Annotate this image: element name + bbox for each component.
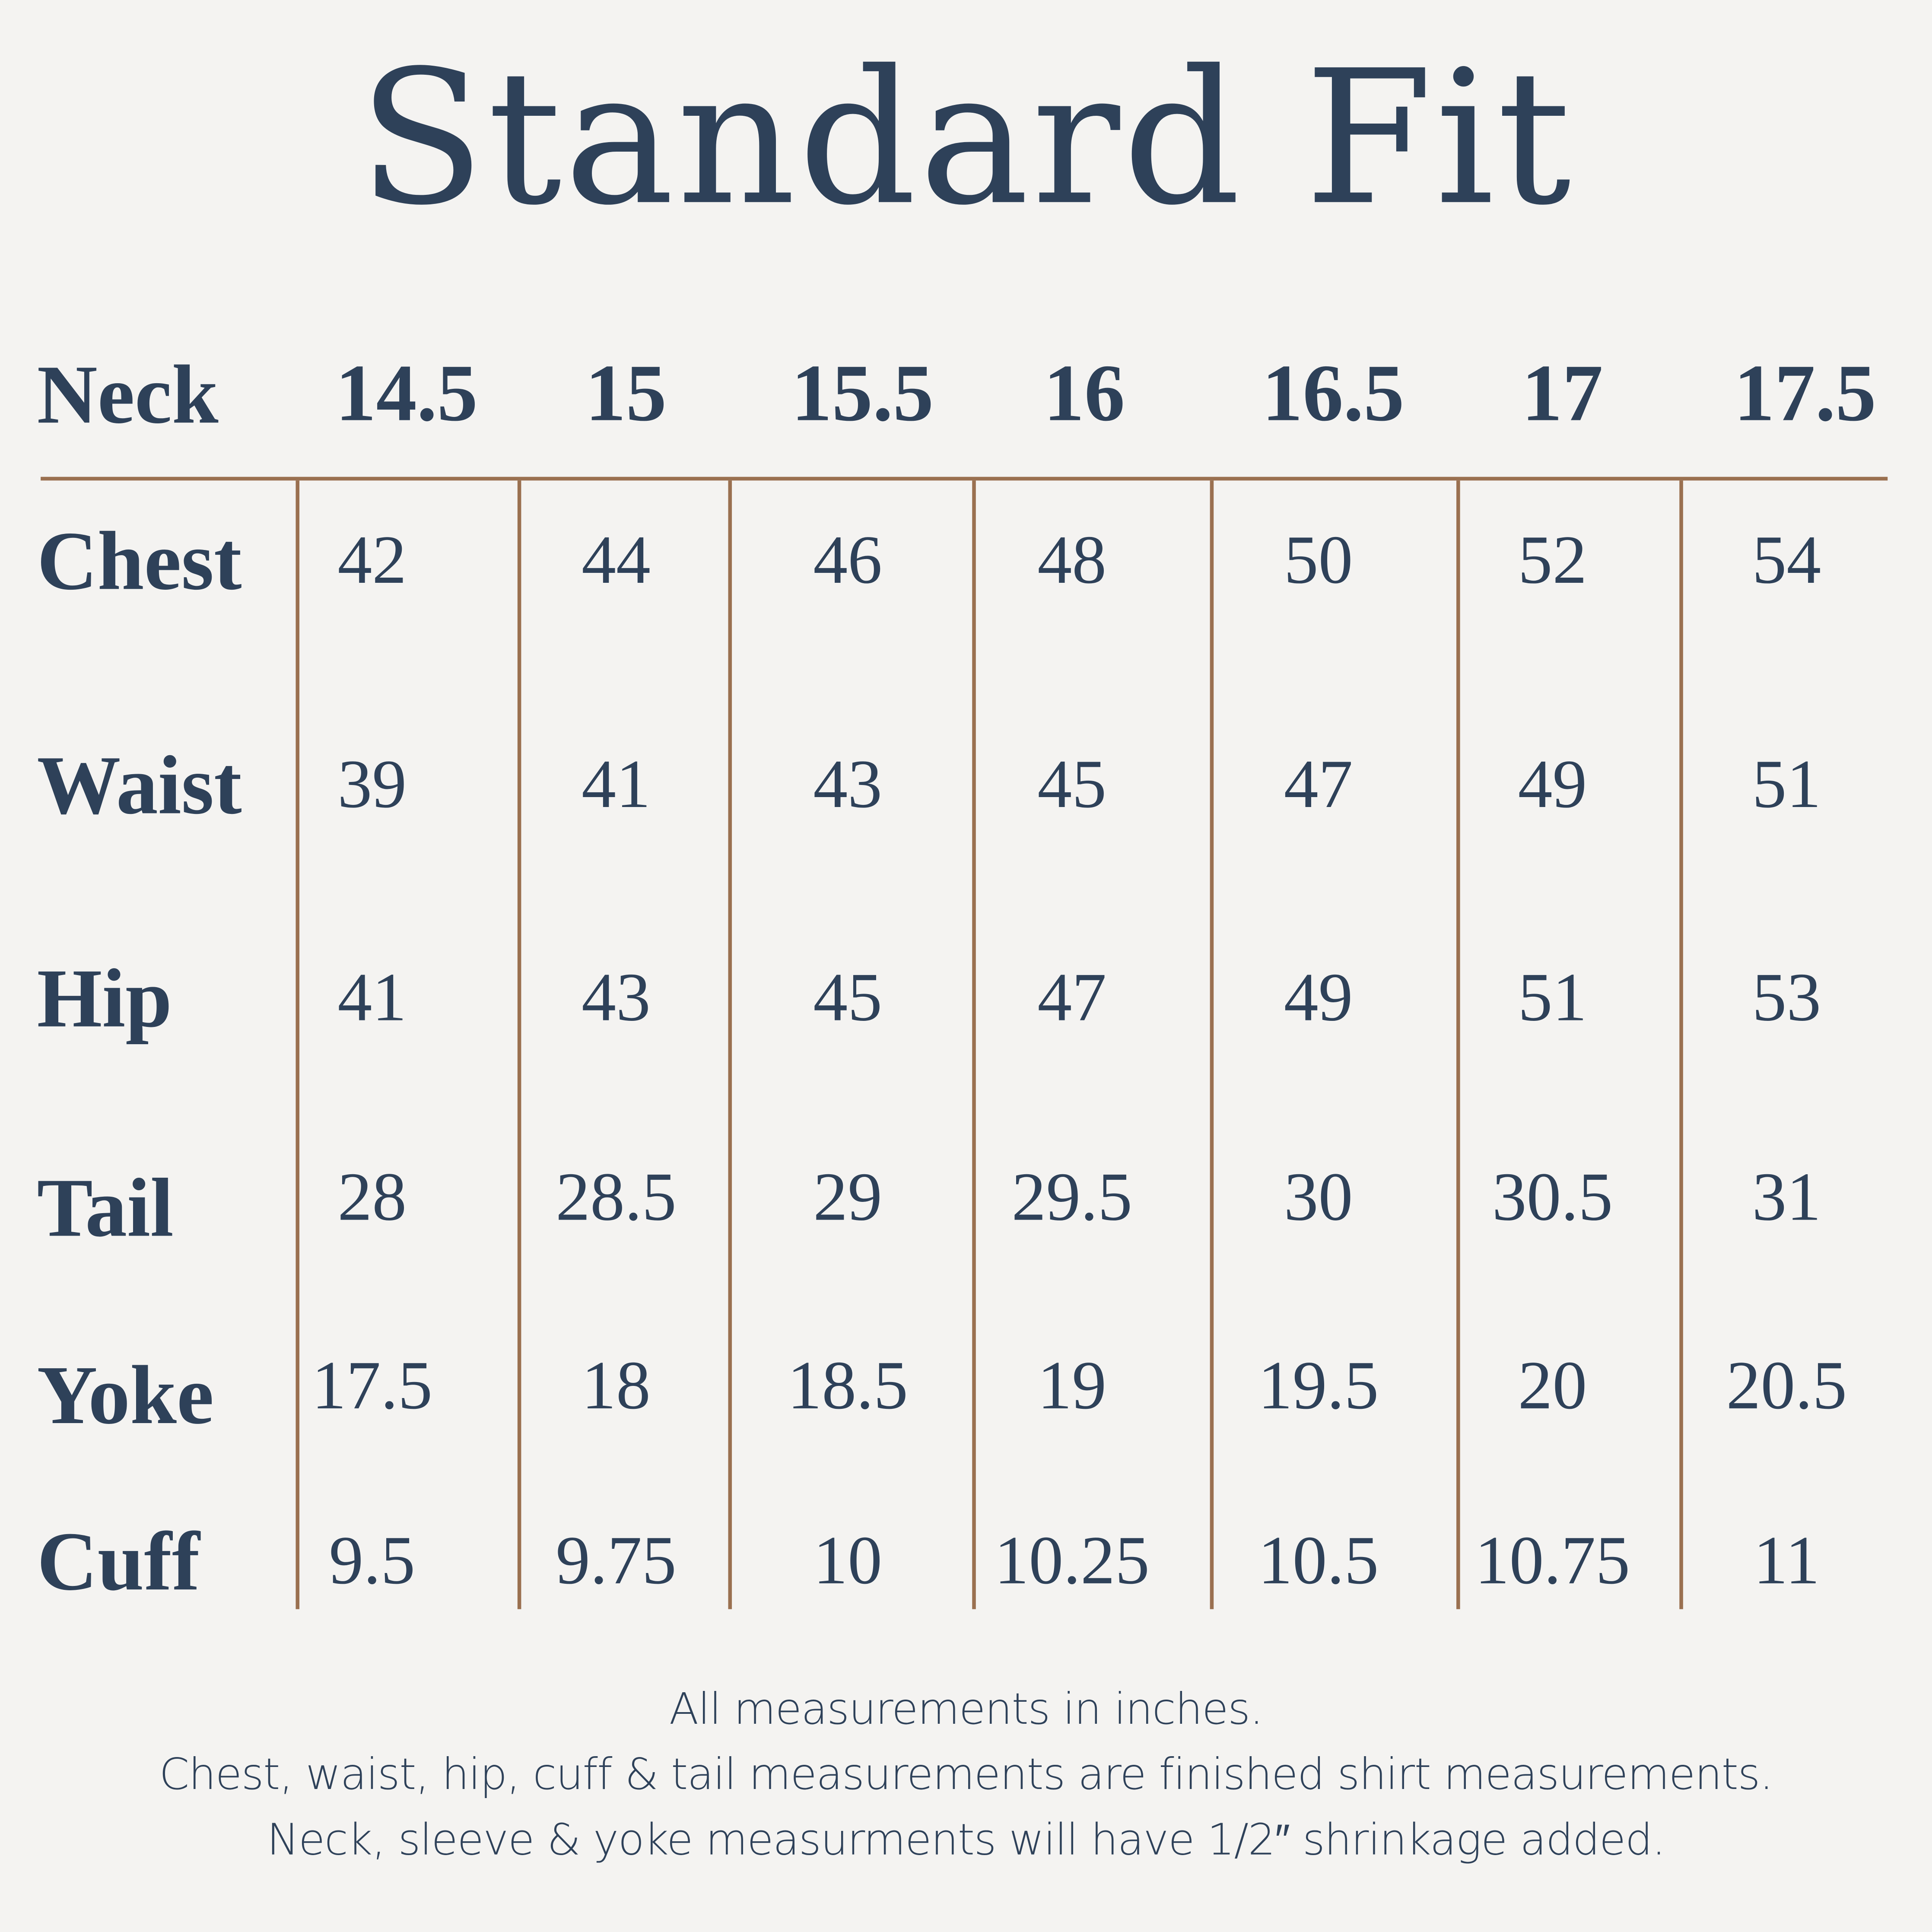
- row-label: Yoke: [37, 1348, 214, 1442]
- table-cell: 43: [813, 747, 883, 823]
- table-cell: 41: [582, 747, 651, 823]
- table-cell: 47: [1037, 960, 1107, 1036]
- column-divider: [728, 480, 732, 1609]
- table-cell: 54: [1752, 522, 1821, 599]
- page-title: Standard Fit: [358, 32, 1574, 247]
- table-cell: 30.5: [1492, 1159, 1613, 1236]
- table-cell: 47: [1284, 747, 1353, 823]
- table-cell: 10: [813, 1523, 883, 1599]
- table-cell: 18: [582, 1348, 651, 1424]
- table-cell: 52: [1518, 522, 1587, 599]
- header-divider: [41, 477, 1888, 481]
- neck-size-header: 17.5: [1734, 349, 1876, 439]
- table-cell: 10.5: [1258, 1523, 1379, 1599]
- table-cell: 31: [1752, 1159, 1821, 1236]
- table-cell: 44: [582, 522, 651, 599]
- table-cell: 49: [1518, 747, 1587, 823]
- table-cell: 20.5: [1726, 1348, 1847, 1424]
- table-cell: 45: [813, 960, 883, 1036]
- neck-size-header: 16: [1043, 349, 1125, 439]
- table-cell: 18.5: [787, 1348, 908, 1424]
- row-label: Cuff: [37, 1514, 200, 1608]
- table-cell: 53: [1752, 960, 1821, 1036]
- table-cell: 9.5: [329, 1523, 416, 1599]
- neck-size-header: 15.5: [791, 349, 934, 439]
- table-cell: 43: [582, 960, 651, 1036]
- table-cell: 45: [1037, 747, 1107, 823]
- table-cell: 11: [1753, 1523, 1820, 1599]
- table-cell: 49: [1284, 960, 1353, 1036]
- table-cell: 9.75: [556, 1523, 677, 1599]
- table-cell: 30: [1284, 1159, 1353, 1236]
- table-cell: 50: [1284, 522, 1353, 599]
- table-cell: 41: [337, 960, 407, 1036]
- table-cell: 29.5: [1011, 1159, 1132, 1236]
- table-cell: 10.25: [994, 1523, 1150, 1599]
- column-divider: [1210, 480, 1214, 1609]
- footnote: Chest, waist, hip, cuff & tail measureme…: [159, 1751, 1773, 1800]
- row-label: Hip: [37, 951, 172, 1045]
- column-divider: [517, 480, 521, 1609]
- neck-size-header: 17: [1522, 349, 1603, 439]
- footnote: All measurements in inches.: [669, 1685, 1264, 1735]
- table-cell: 17.5: [311, 1348, 433, 1424]
- neck-size-header: 15: [585, 349, 667, 439]
- table-cell: 19: [1037, 1348, 1107, 1424]
- table-cell: 48: [1037, 522, 1107, 599]
- neck-size-header: 16.5: [1262, 349, 1405, 439]
- table-cell: 20: [1518, 1348, 1587, 1424]
- table-cell: 46: [813, 522, 883, 599]
- table-cell: 29: [813, 1159, 883, 1236]
- neck-size-header: 14.5: [335, 349, 478, 439]
- table-cell: 10.75: [1474, 1523, 1630, 1599]
- column-divider: [1679, 480, 1683, 1609]
- table-cell: 19.5: [1258, 1348, 1379, 1424]
- table-cell: 51: [1518, 960, 1587, 1036]
- row-label: Chest: [37, 514, 242, 608]
- column-divider: [1456, 480, 1460, 1609]
- table-cell: 51: [1752, 747, 1821, 823]
- column-divider: [296, 480, 300, 1609]
- row-label: Waist: [37, 738, 242, 832]
- column-divider: [972, 480, 976, 1609]
- row-label: Tail: [37, 1160, 174, 1255]
- footnote: Neck, sleeve & yoke measurments will hav…: [267, 1816, 1666, 1865]
- table-cell: 39: [337, 747, 407, 823]
- table-cell: 42: [337, 522, 407, 599]
- table-cell: 28.5: [556, 1159, 677, 1236]
- header-label: Neck: [37, 347, 219, 442]
- table-cell: 28: [337, 1159, 407, 1236]
- footnotes: All measurements in inches. Chest, waist…: [0, 1678, 1932, 1874]
